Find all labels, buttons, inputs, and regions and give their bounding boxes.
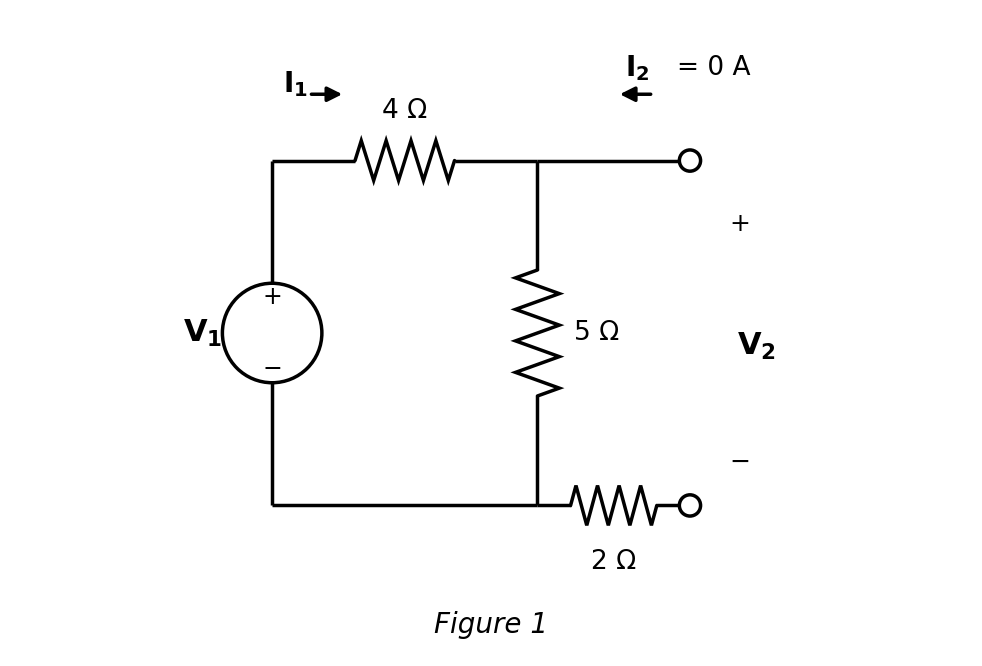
Text: $\mathbf{I_2}$: $\mathbf{I_2}$	[625, 53, 649, 83]
Circle shape	[680, 150, 700, 171]
Text: 5 Ω: 5 Ω	[573, 320, 620, 346]
Text: $\mathbf{V_2}$: $\mathbf{V_2}$	[736, 331, 776, 362]
Text: +: +	[262, 284, 282, 308]
Text: 4 Ω: 4 Ω	[382, 98, 427, 124]
Text: $\mathbf{I_1}$: $\mathbf{I_1}$	[283, 69, 307, 99]
Text: +: +	[730, 212, 750, 236]
Text: Figure 1: Figure 1	[434, 611, 548, 639]
Text: −: −	[730, 450, 750, 474]
Text: $\mathbf{V_1}$: $\mathbf{V_1}$	[183, 318, 222, 348]
Text: 2 Ω: 2 Ω	[591, 549, 636, 575]
Text: = 0 A: = 0 A	[677, 55, 750, 81]
Text: −: −	[262, 358, 282, 382]
Circle shape	[680, 495, 700, 516]
